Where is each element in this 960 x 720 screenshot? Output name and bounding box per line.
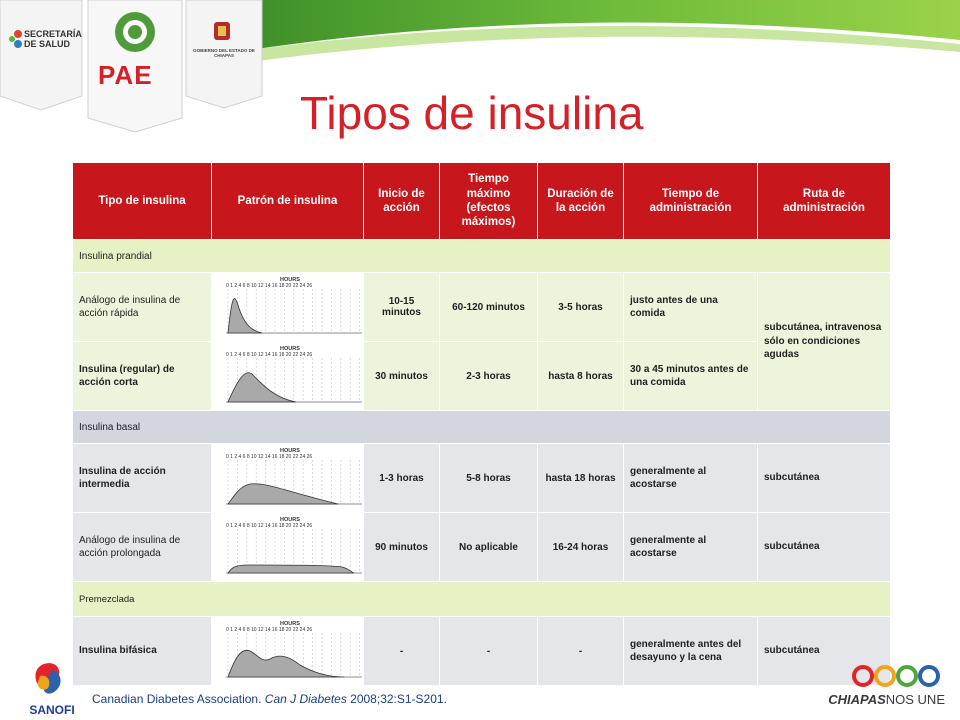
- chiapas-bold: CHIAPAS: [828, 692, 886, 707]
- administracion-value: generalmente al acostarse: [623, 443, 758, 513]
- gobierno-logo-text: GOBIERNO DEL ESTADO DE CHIAPAS: [193, 48, 255, 59]
- chiapas-rest: NOS UNE: [885, 692, 945, 707]
- insulin-name: Insulina (regular) de acción corta: [72, 341, 212, 411]
- ruta-text: subcutánea, intravenosa sólo en condicio…: [764, 322, 882, 361]
- section-row-basal: Insulina basal: [72, 410, 891, 444]
- ruta-value: subcutánea: [757, 616, 891, 686]
- duracion-value: hasta 8 horas: [537, 341, 624, 411]
- citation-suffix: 2008;32:S1-S201.: [346, 692, 447, 706]
- secretaria-logo-text: SECRETARÍA DE SALUD: [24, 29, 82, 49]
- graph-ticks: 0 1 2 4 6 8 10 12 14 16 18 20 22 24 26: [226, 352, 312, 358]
- inicio-value: 10-15 minutos: [363, 272, 440, 342]
- graph-label: HOURS: [280, 277, 300, 283]
- table-row: Análogo de insulina de acción prolongada…: [72, 512, 891, 582]
- duracion-value: -: [537, 616, 624, 686]
- insulin-pattern-graph: 0 1 2 4 6 8 10 12 14 16 18 20 22 24 26 HO…: [211, 341, 364, 411]
- insulin-pattern-graph: 0 1 2 4 6 8 10 12 14 16 18 20 22 24 26 HO…: [211, 443, 364, 513]
- graph-ticks: 0 1 2 4 6 8 10 12 14 16 18 20 22 24 26: [226, 523, 312, 529]
- section-label: Premezclada: [72, 581, 891, 617]
- insulin-curve: [227, 564, 355, 574]
- inicio-value: 30 minutos: [363, 341, 440, 411]
- ruta-value: subcutánea: [757, 512, 891, 582]
- maximo-value: -: [439, 616, 538, 686]
- header-tipo: Tipo de insulina: [72, 162, 212, 240]
- table-row: Insulina bifásica 0 1 2 4 6 8 10 12 14 1…: [72, 616, 891, 686]
- section-row-premezclada: Premezclada: [72, 581, 891, 617]
- table-header-row: Tipo de insulina Patrón de insulina Inic…: [72, 162, 891, 240]
- chiapas-logo: CHIAPASNOS UNE: [815, 665, 945, 710]
- insulin-name: Insulina bifásica: [72, 616, 212, 686]
- header-maximo: Tiempo máximo (efectos máximos): [439, 162, 538, 240]
- table-row: Análogo de insulina de acción rápida 0 1…: [72, 272, 891, 411]
- logos-panel: SECRETARÍA DE SALUD PAE GOBIERNO DEL ESTA…: [0, 0, 265, 140]
- insulin-name: Análogo de insulina de acción prolongada: [72, 512, 212, 582]
- insulin-pattern-graph: 0 1 2 4 6 8 10 12 14 16 18 20 22 24 26 HO…: [211, 616, 364, 686]
- pae-logo-text: PAE: [98, 60, 153, 90]
- insulin-curve: [227, 649, 345, 678]
- inicio-value: 1-3 horas: [363, 443, 440, 513]
- insulin-pattern-graph: 0 1 2 4 6 8 10 12 14 16 18 20 22 24 26 HO…: [211, 272, 364, 342]
- table-row: Insulina (regular) de acción corta 0 1 2…: [72, 341, 891, 411]
- insulin-name: Insulina de acción intermedia: [72, 443, 212, 513]
- section-label: Insulina basal: [72, 410, 891, 444]
- insulin-curve: [227, 483, 339, 505]
- citation-prefix: Canadian Diabetes Association.: [92, 692, 265, 706]
- chiapas-wordmark: CHIAPASNOS UNE: [815, 692, 945, 707]
- citation-journal: Can J Diabetes: [264, 692, 347, 706]
- inicio-value: 90 minutos: [363, 512, 440, 582]
- administracion-value: 30 a 45 minutos antes de una comida: [623, 341, 758, 411]
- header-patron: Patrón de insulina: [211, 162, 364, 240]
- insulin-curve: [227, 298, 263, 334]
- maximo-value: 2-3 horas: [439, 341, 538, 411]
- section-row-prandial: Insulina prandial: [72, 239, 891, 273]
- header-ruta: Ruta de administración: [757, 162, 891, 240]
- maximo-value: No aplicable: [439, 512, 538, 582]
- graph-label: HOURS: [280, 621, 300, 627]
- sanofi-logo: SANOFI: [22, 660, 82, 717]
- maximo-value: 60-120 minutos: [439, 272, 538, 342]
- graph-label: HOURS: [280, 517, 300, 523]
- insulin-name: Análogo de insulina de acción rápida: [72, 272, 212, 342]
- header-duracion: Duración de la acción: [537, 162, 624, 240]
- insulin-pattern-graph: 0 1 2 4 6 8 10 12 14 16 18 20 22 24 26 HO…: [211, 512, 364, 582]
- administracion-value: generalmente al acostarse: [623, 512, 758, 582]
- ruta-value: subcutánea: [757, 443, 891, 513]
- section-label: Insulina prandial: [72, 239, 891, 273]
- insulin-curve: [227, 372, 297, 403]
- top-banner: [0, 0, 960, 70]
- duracion-value: 3-5 horas: [537, 272, 624, 342]
- duracion-value: 16-24 horas: [537, 512, 624, 582]
- sanofi-label: SANOFI: [29, 703, 75, 717]
- table-row: Insulina de acción intermedia 0 1 2 4 6 …: [72, 443, 891, 513]
- graph-ticks: 0 1 2 4 6 8 10 12 14 16 18 20 22 24 26: [226, 627, 312, 633]
- graph-ticks: 0 1 2 4 6 8 10 12 14 16 18 20 22 24 26: [226, 283, 312, 289]
- administracion-value: justo antes de una comida: [623, 272, 758, 342]
- graph-label: HOURS: [280, 346, 300, 352]
- graph-label: HOURS: [280, 448, 300, 454]
- maximo-value: 5-8 horas: [439, 443, 538, 513]
- header-inicio: Inicio de acción: [363, 162, 440, 240]
- administracion-value: generalmente antes del desayuno y la cen…: [623, 616, 758, 686]
- inicio-value: -: [363, 616, 440, 686]
- citation: Canadian Diabetes Association. Can J Dia…: [92, 692, 447, 706]
- page-title: Tipos de insulina: [300, 87, 644, 139]
- insulin-types-table: Tipo de insulina Patrón de insulina Inic…: [72, 162, 891, 686]
- graph-ticks: 0 1 2 4 6 8 10 12 14 16 18 20 22 24 26: [226, 454, 312, 460]
- duracion-value: hasta 18 horas: [537, 443, 624, 513]
- header-administracion: Tiempo de administración: [623, 162, 758, 240]
- ruta-value: subcutánea, intravenosa sólo en condicio…: [757, 272, 891, 411]
